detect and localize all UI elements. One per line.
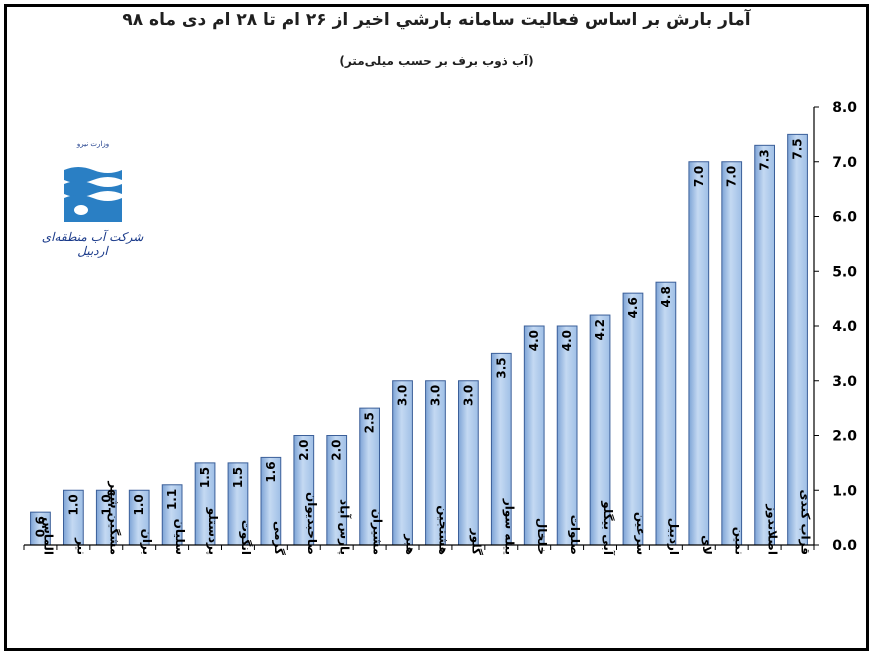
bar-value-label: 1.1: [165, 489, 179, 510]
logo-company-name: شرکت آب منطقه‌ای اردبیل: [41, 230, 144, 258]
x-category-label: مشیران: [371, 509, 385, 555]
bar-value-label: 1.0: [66, 494, 80, 515]
bar-value-label: 7.3: [758, 149, 772, 170]
bar: [556, 325, 578, 546]
x-category-label: اردبیل: [667, 518, 681, 555]
bar-value-label: 4.0: [527, 330, 541, 351]
bar-value-label: 7.5: [791, 138, 805, 159]
y-tick-label: 4.0: [832, 319, 857, 335]
x-category-label: انگوت: [238, 520, 253, 555]
y-tick-label: 8.0: [832, 100, 857, 116]
bar: [688, 161, 710, 546]
x-category-label: سلیان: [173, 519, 187, 555]
bar-value-label: 0.6: [33, 516, 47, 537]
y-tick-label: 5.0: [832, 264, 857, 280]
x-category-label: گلور: [468, 528, 483, 555]
bar-value-label: 1.5: [198, 467, 212, 488]
bar-value-label: 2.5: [363, 412, 377, 433]
x-category-label: خلخال: [535, 518, 549, 555]
bar: [754, 144, 775, 546]
bar: [622, 292, 644, 546]
bar-value-label: 4.0: [560, 330, 574, 351]
bar: [655, 281, 677, 546]
bar: [721, 161, 743, 546]
bar-value-label: 4.2: [593, 319, 607, 340]
bar-value-label: 3.0: [461, 385, 475, 406]
y-tick-label: 6.0: [832, 210, 857, 226]
logo-small-text: وزارت نیرو: [76, 140, 110, 148]
x-category-label: اصلاندوز: [765, 503, 780, 555]
x-category-label: بران: [140, 529, 154, 555]
x-category-label: نیر: [74, 537, 88, 555]
x-category-label: ییله سوار: [501, 498, 516, 555]
x-category-label: آبی بیگلو: [600, 500, 616, 556]
x-category-label: سرعین: [634, 512, 648, 555]
x-category-label: هیر: [404, 533, 418, 555]
bar: [787, 133, 808, 546]
bars-group: [30, 133, 808, 546]
chart-title: آمار بارش بر اساس فعالیت سامانه بارشي اخ…: [122, 10, 751, 30]
water-company-logo-icon: [64, 160, 122, 222]
y-tick-label: 0.0: [832, 538, 857, 554]
y-tick-label: 7.0: [832, 155, 857, 171]
bar-value-label: 4.6: [626, 297, 640, 318]
bar-value-label: 4.8: [659, 286, 673, 307]
bar-value-label: 1.0: [132, 494, 146, 515]
y-tick-label: 2.0: [832, 429, 857, 445]
chart-subtitle: (آب ذوب برف بر حسب میلی‌متر): [339, 54, 534, 68]
x-category-label: نمین: [733, 527, 747, 555]
x-category-label: پارس آباد: [338, 499, 353, 555]
bar-value-label: 3.5: [494, 357, 508, 378]
x-category-label: مشگین شهر: [107, 480, 121, 555]
x-category-label: صلوات: [567, 515, 582, 555]
x-category-label: گرمی: [272, 521, 286, 555]
bar-value-label: 1.0: [99, 494, 113, 515]
x-category-label: پردستلو: [205, 507, 220, 555]
y-tick-label: 1.0: [832, 483, 857, 499]
bar-value-label: 1.5: [231, 467, 245, 488]
y-tick-label: 3.0: [832, 374, 857, 390]
x-category-label: صاحبدیوان: [304, 492, 319, 555]
x-category-label: الماس: [41, 517, 55, 555]
bar-value-label: 2.0: [330, 440, 344, 461]
bar-value-label: 3.0: [428, 385, 442, 406]
bar-value-label: 1.6: [264, 461, 278, 482]
axes-group: [23, 106, 819, 550]
bar-value-label: 2.0: [297, 440, 311, 461]
x-category-label: قراب کندی: [799, 490, 813, 555]
bar-value-label: 7.0: [692, 166, 706, 187]
x-category-label: هشتجین: [436, 505, 450, 555]
bar-value-label: 7.0: [725, 166, 739, 187]
bar: [523, 325, 545, 546]
x-category-label: لای: [700, 535, 714, 555]
bar-value-label: 3.0: [396, 385, 410, 406]
